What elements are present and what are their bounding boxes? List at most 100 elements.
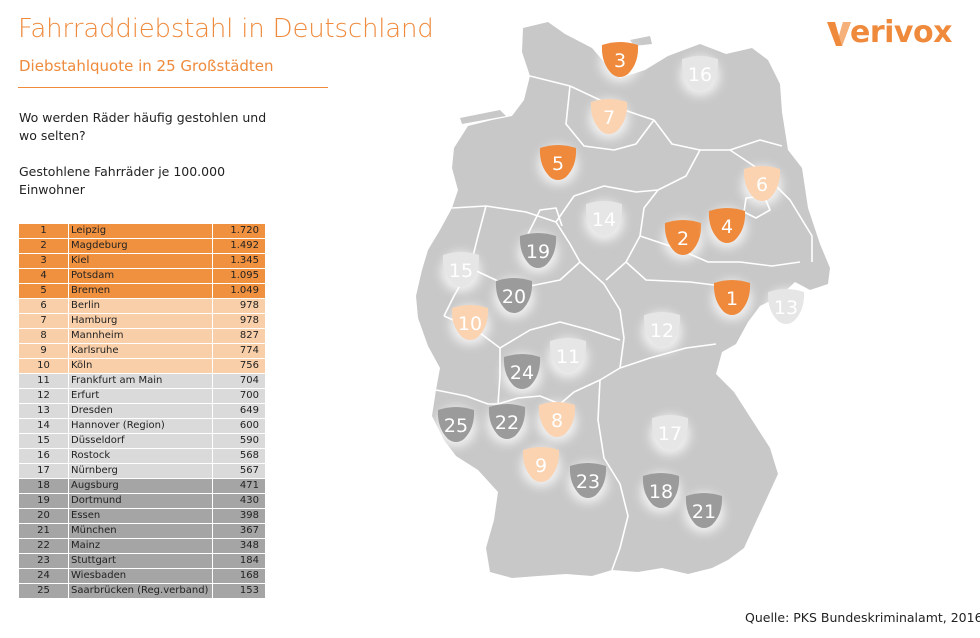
ranking-rank: 13 <box>19 404 68 418</box>
marker-shield-icon <box>451 305 489 340</box>
ranking-value: 1.049 <box>213 284 265 298</box>
ranking-value: 367 <box>213 524 265 538</box>
city-marker: 7 <box>589 99 629 139</box>
ranking-city: Bremen <box>69 284 212 298</box>
marker-rank-label: 4 <box>721 216 733 238</box>
city-marker: 11 <box>548 338 588 378</box>
ranking-value: 1.345 <box>213 254 265 268</box>
city-marker: 20 <box>494 278 534 318</box>
marker-rank-label: 23 <box>576 471 600 493</box>
marker-rank-label: 12 <box>650 320 674 342</box>
ranking-value: 184 <box>213 554 265 568</box>
city-marker: 1 <box>712 280 752 320</box>
ranking-row: 17 Nürnberg 567 <box>19 464 265 478</box>
ranking-row: 18 Augsburg 471 <box>19 479 265 493</box>
ranking-row: 22 Mainz 348 <box>19 539 265 553</box>
marker-rank-label: 18 <box>649 481 673 503</box>
ranking-rank: 7 <box>19 314 68 328</box>
city-marker: 23 <box>568 463 608 503</box>
ranking-value: 590 <box>213 434 265 448</box>
ranking-city: München <box>69 524 212 538</box>
ranking-value: 348 <box>213 539 265 553</box>
ranking-value: 756 <box>213 359 265 373</box>
city-marker: 17 <box>650 415 690 455</box>
ranking-row: 4 Potsdam 1.095 <box>19 269 265 283</box>
marker-shield-icon <box>601 42 639 77</box>
city-marker: 6 <box>742 166 782 206</box>
marker-rank-label: 21 <box>692 501 716 523</box>
marker-rank-label: 15 <box>449 260 473 282</box>
ranking-city: Rostock <box>69 449 212 463</box>
ranking-rank: 11 <box>19 374 68 388</box>
ranking-row: 14 Hannover (Region) 600 <box>19 419 265 433</box>
ranking-value: 649 <box>213 404 265 418</box>
chart-title: Fahrraddiebstahl in Deutschland <box>18 14 434 44</box>
city-marker: 3 <box>600 42 640 82</box>
marker-shield-icon <box>569 463 607 498</box>
ranking-city: Saarbrücken (Reg.verband) <box>69 584 212 598</box>
verivox-v-mark-icon <box>827 22 851 46</box>
city-marker: 25 <box>436 407 476 447</box>
marker-rank-label: 6 <box>756 174 768 196</box>
ranking-city: Erfurt <box>69 389 212 403</box>
city-marker: 13 <box>766 289 806 329</box>
ranking-value: 600 <box>213 419 265 433</box>
intro-question: Wo werden Räder häufig gestohlen und wo … <box>19 110 267 143</box>
title-divider <box>18 87 328 88</box>
ranking-row: 16 Rostock 568 <box>19 449 265 463</box>
ranking-value: 1.720 <box>213 224 265 238</box>
ranking-row: 24 Wiesbaden 168 <box>19 569 265 583</box>
ranking-rank: 1 <box>19 224 68 238</box>
ranking-value: 704 <box>213 374 265 388</box>
east-frisian-island <box>460 110 506 124</box>
ranking-city: Potsdam <box>69 269 212 283</box>
marker-rank-label: 16 <box>688 64 712 86</box>
ranking-rank: 12 <box>19 389 68 403</box>
ranking-row: 7 Hamburg 978 <box>19 314 265 328</box>
ranking-row: 6 Berlin 978 <box>19 299 265 313</box>
ranking-city: Hamburg <box>69 314 212 328</box>
marker-rank-label: 24 <box>510 362 534 384</box>
ranking-row: 8 Mannheim 827 <box>19 329 265 343</box>
ranking-rank: 3 <box>19 254 68 268</box>
ranking-city: Stuttgart <box>69 554 212 568</box>
marker-rank-label: 2 <box>677 228 689 250</box>
fehmarn-island <box>630 36 652 46</box>
marker-shield-icon <box>685 493 723 528</box>
ranking-value: 774 <box>213 344 265 358</box>
marker-rank-label: 14 <box>592 209 616 231</box>
source-note: Quelle: PKS Bundeskriminalamt, 2016 <box>745 610 980 625</box>
ranking-rank: 22 <box>19 539 68 553</box>
marker-shield-icon <box>522 447 560 482</box>
ranking-value: 1.095 <box>213 269 265 283</box>
verivox-logo: erivox <box>826 15 964 53</box>
chart-subtitle: Diebstahlquote in 25 Großstädten <box>19 57 274 75</box>
ranking-rank: 14 <box>19 419 68 433</box>
ranking-rank: 8 <box>19 329 68 343</box>
marker-shield-icon <box>708 208 746 243</box>
marker-shield-icon <box>539 145 577 180</box>
marker-shield-icon <box>664 220 702 255</box>
ranking-rank: 20 <box>19 509 68 523</box>
ranking-row: 11 Frankfurt am Main 704 <box>19 374 265 388</box>
marker-rank-label: 7 <box>603 107 615 129</box>
ranking-city: Magdeburg <box>69 239 212 253</box>
ranking-row: 23 Stuttgart 184 <box>19 554 265 568</box>
ranking-row: 25 Saarbrücken (Reg.verband) 153 <box>19 584 265 598</box>
city-marker: 4 <box>707 208 747 248</box>
marker-rank-label: 22 <box>495 412 519 434</box>
ranking-value: 153 <box>213 584 265 598</box>
germany-map: 1234567891011121314151617181920212223242… <box>416 22 830 578</box>
marker-rank-label: 20 <box>502 286 526 308</box>
marker-shield-icon <box>538 402 576 437</box>
ranking-row: 3 Kiel 1.345 <box>19 254 265 268</box>
marker-shield-icon <box>503 354 541 389</box>
ranking-row: 19 Dortmund 430 <box>19 494 265 508</box>
ranking-rank: 10 <box>19 359 68 373</box>
ranking-value: 700 <box>213 389 265 403</box>
ranking-city: Berlin <box>69 299 212 313</box>
logo-wordmark: erivox <box>850 15 952 50</box>
marker-rank-label: 17 <box>658 423 682 445</box>
ranking-rank: 5 <box>19 284 68 298</box>
ranking-city: Dortmund <box>69 494 212 508</box>
